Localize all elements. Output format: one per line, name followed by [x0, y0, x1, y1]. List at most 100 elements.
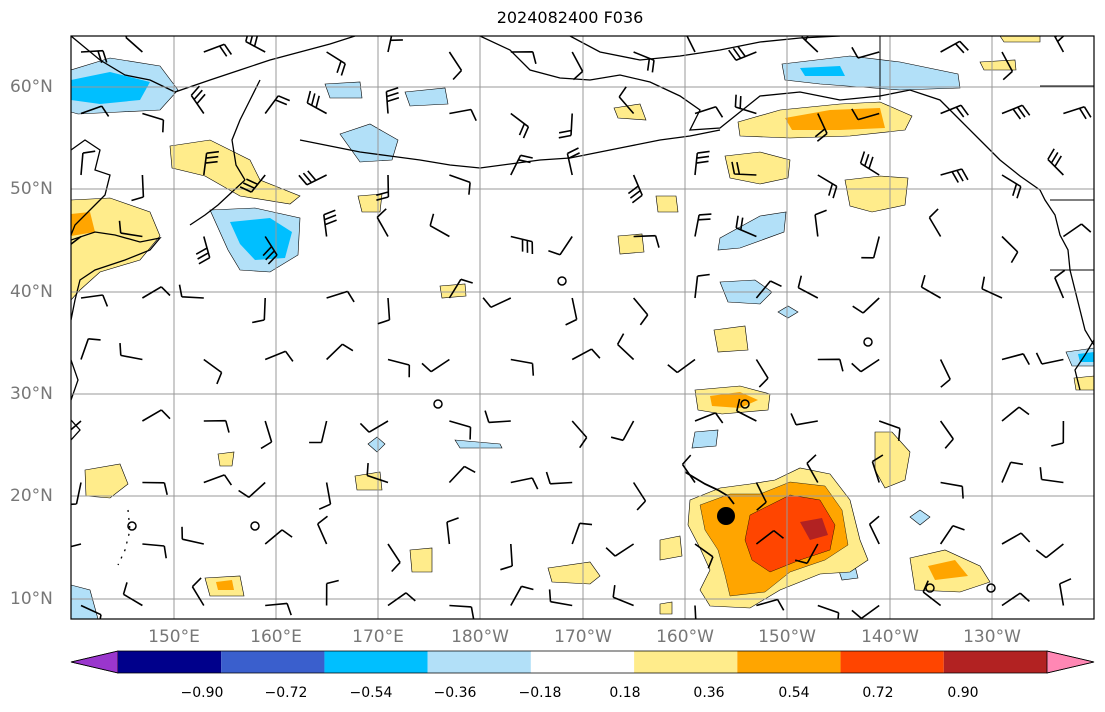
wind-barb [449, 420, 472, 440]
wind-barb [448, 465, 476, 484]
wind-barb [326, 290, 355, 303]
wind-barb [316, 515, 328, 545]
wind-barb [1047, 148, 1064, 176]
wind-barb [252, 297, 266, 324]
wind-barb [181, 526, 204, 545]
colorbar-tick-label: −0.72 [264, 685, 308, 701]
wind-barb [1058, 578, 1072, 606]
wind-barb [694, 605, 697, 619]
wind-barb [71, 235, 82, 246]
wind-barb [939, 420, 954, 449]
wind-barb [500, 543, 513, 571]
wind-barb [797, 275, 819, 299]
wind-barb [80, 49, 108, 64]
wind-barb [871, 454, 884, 483]
wind-barb [387, 358, 411, 378]
coastline-alaska-north [569, 36, 841, 61]
wind-barb [125, 36, 143, 53]
neg-anomaly-region [71, 584, 99, 619]
wind-barb [306, 90, 327, 115]
colorbar-tick-label: −0.54 [349, 685, 393, 701]
wind-barb [632, 297, 649, 326]
wind-barb [510, 477, 539, 490]
wind-barb [325, 579, 339, 606]
wind-barb [1051, 420, 1065, 447]
wind-barb [694, 106, 724, 118]
colorbar-segment [943, 651, 1047, 673]
wind-barb [387, 36, 403, 53]
wind-barb [510, 235, 534, 255]
calm-wind-circles [127, 276, 996, 593]
colorbar-segment [634, 651, 738, 673]
wind-barb [681, 454, 696, 483]
wind-barb [449, 174, 471, 195]
wind-barb [191, 577, 205, 606]
wind-barb [80, 604, 102, 619]
small-contour-cell [909, 509, 931, 526]
wind-barb [728, 46, 757, 61]
lat-label-40n: 40°N [10, 282, 53, 302]
neg-anomaly-region [717, 211, 787, 251]
colorbar-outline [70, 650, 1095, 674]
colorbar-tick-label: 0.18 [609, 685, 641, 701]
lat-label-50n: 50°N [10, 179, 53, 199]
wind-barb [731, 161, 757, 176]
wind-barb [265, 602, 292, 616]
wind-barb [80, 338, 101, 360]
wind-barb [264, 529, 293, 545]
wind-barb [633, 51, 655, 73]
wind-barb [545, 471, 573, 485]
wind-barb [851, 46, 880, 59]
wind-barb [566, 147, 580, 176]
wind-barb [852, 297, 880, 314]
wind-barb [264, 350, 294, 362]
wind-barb [548, 236, 573, 256]
wind-barb [387, 592, 416, 607]
wind-barb [735, 215, 757, 238]
wind-barb [178, 284, 204, 299]
wind-barb [755, 482, 767, 511]
wind-barb [446, 517, 459, 545]
wind-barb [548, 589, 573, 607]
wind-barb [190, 85, 206, 114]
pos-anomaly-region [724, 151, 791, 185]
wind-barb [376, 174, 390, 201]
coastline-korea [71, 359, 79, 401]
pos-anomaly-region [659, 535, 683, 561]
coastline-hawaii [684, 471, 735, 505]
wind-barb [940, 168, 969, 183]
wind-barb [633, 234, 660, 248]
wind-barb [667, 358, 696, 374]
wind-barb [510, 154, 533, 176]
wind-barb [686, 36, 696, 53]
wind-barb-layer [71, 36, 1092, 619]
lon-label-160e: 160°E [250, 627, 302, 647]
colorbar-tick-label: −0.36 [433, 685, 477, 701]
lon-label-170e: 170°E [352, 627, 404, 647]
wind-barb [632, 482, 647, 511]
wind-barb [790, 413, 818, 426]
colorbar-segment [221, 651, 325, 673]
lon-label-150e: 150°E [148, 627, 200, 647]
pos-anomaly-region [354, 471, 383, 491]
pos-anomaly-region [655, 195, 679, 213]
wind-barb [366, 463, 389, 484]
coastline-asia [71, 36, 356, 93]
wind-barb [1001, 532, 1031, 545]
wind-barb [510, 51, 537, 65]
wind-barb [940, 104, 969, 118]
wind-barb [262, 236, 278, 265]
wind-barb [141, 409, 171, 422]
wind-barb [755, 280, 782, 299]
wind-barb [859, 151, 880, 176]
wind-barb [734, 94, 757, 115]
wind-barb [1054, 269, 1066, 299]
wind-barb [359, 420, 389, 433]
pos-anomaly-region [169, 139, 301, 205]
tropical-cyclone-marker [717, 507, 735, 525]
pos-anomaly-region [874, 431, 911, 489]
wind-barb [387, 543, 401, 573]
lat-label-10n: 10°N [10, 589, 53, 609]
colorbar-segment [840, 651, 944, 673]
wind-barb [694, 213, 712, 237]
